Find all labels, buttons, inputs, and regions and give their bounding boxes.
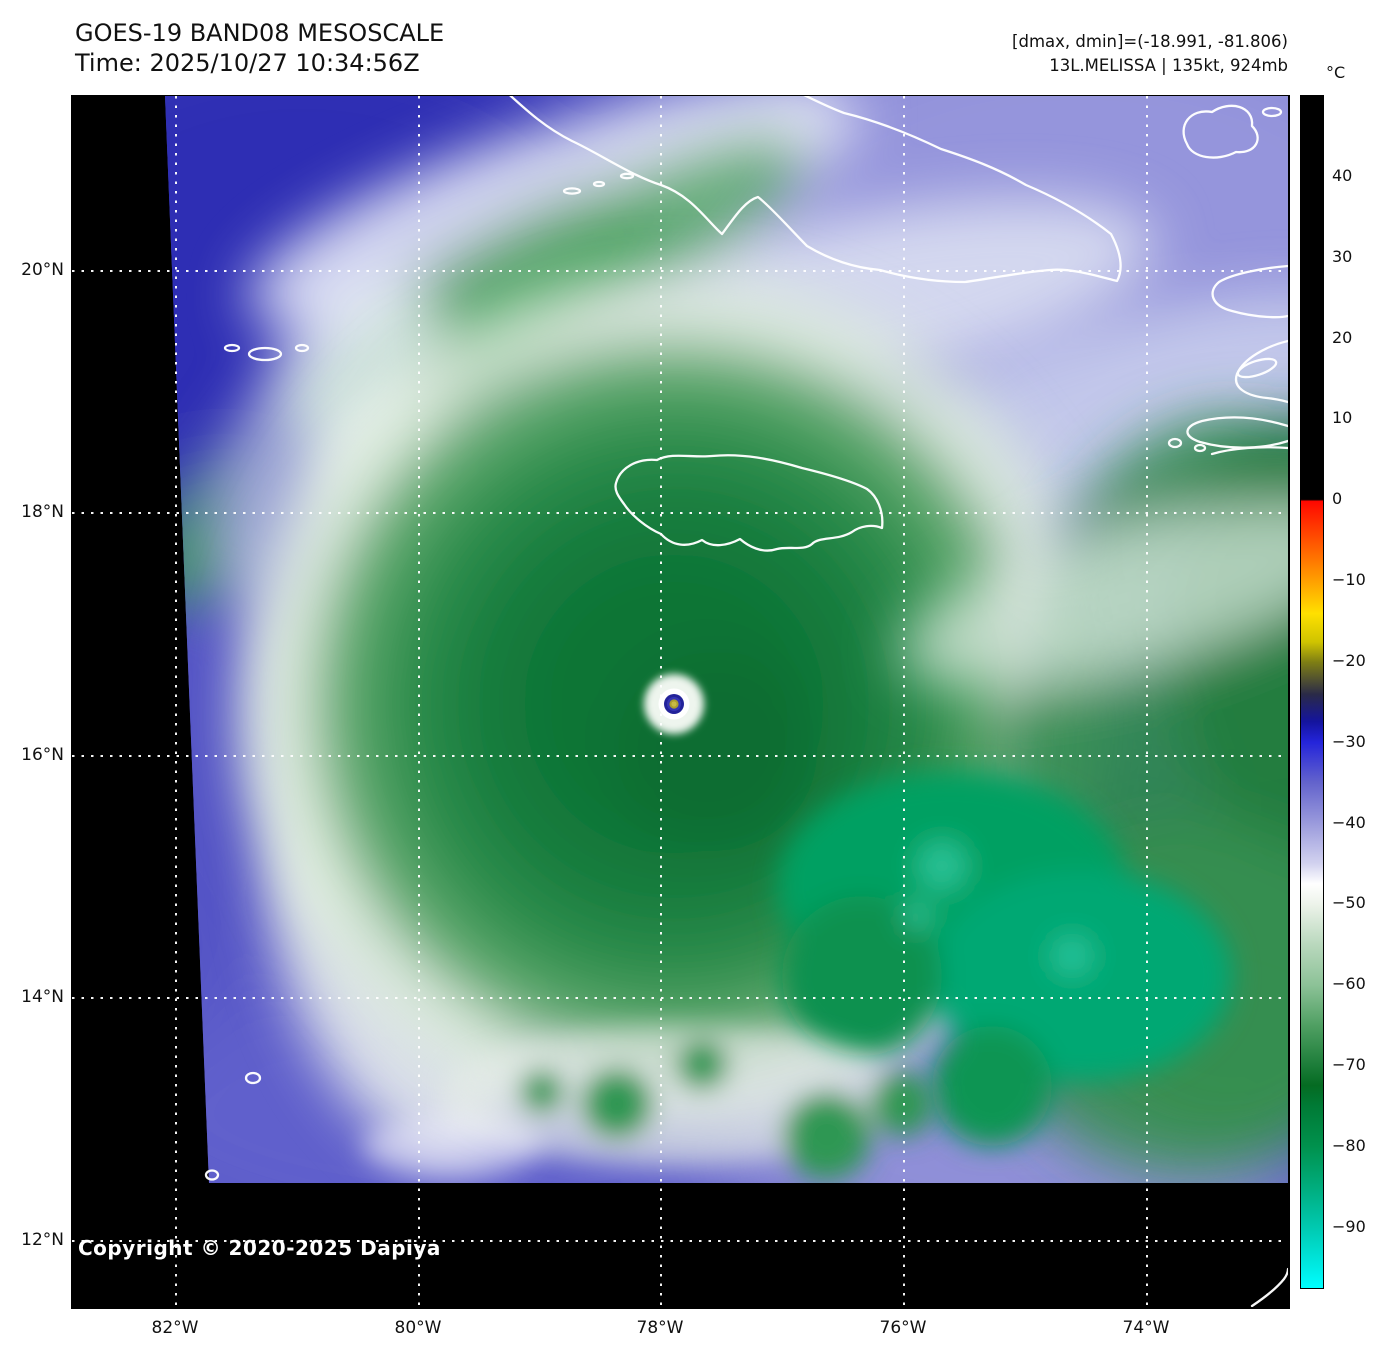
lat-label-14n: 14°N	[21, 987, 64, 1007]
cbar-tick-20: 20	[1332, 328, 1353, 347]
lat-label-18n: 18°N	[21, 502, 64, 522]
cbar-tick-m70: −70	[1332, 1055, 1366, 1074]
hurricane-eye	[644, 674, 704, 734]
timestamp: Time: 2025/10/27 10:34:56Z	[75, 49, 420, 77]
cbar-tick-m50: −50	[1332, 893, 1366, 912]
lat-label-12n: 12°N	[21, 1230, 64, 1250]
colorbar-unit-label: °C	[1326, 63, 1346, 82]
lat-label-20n: 20°N	[21, 260, 64, 280]
cbar-tick-m60: −60	[1332, 974, 1366, 993]
cbar-tick-30: 30	[1332, 247, 1353, 266]
lon-label-80w: 80°W	[394, 1318, 442, 1338]
page-title: GOES-19 BAND08 MESOSCALE	[75, 19, 445, 47]
cbar-tick-m30: −30	[1332, 732, 1366, 751]
graticule	[72, 96, 1288, 1307]
lon-label-74w: 74°W	[1122, 1318, 1170, 1338]
cbar-tick-m90: −90	[1332, 1217, 1366, 1236]
cbar-tick-0: 0	[1332, 489, 1343, 508]
satellite-image	[72, 96, 1288, 1307]
cbar-tick-40: 40	[1332, 166, 1353, 185]
cbar-tick-m20: −20	[1332, 651, 1366, 670]
cbar-tick-m40: −40	[1332, 813, 1366, 832]
lon-label-82w: 82°W	[151, 1318, 199, 1338]
cbar-tick-10: 10	[1332, 408, 1353, 427]
temperature-colorbar	[1300, 95, 1324, 1289]
coastlines	[204, 96, 1288, 1307]
lon-label-76w: 76°W	[879, 1318, 927, 1338]
lat-label-16n: 16°N	[21, 745, 64, 765]
cbar-tick-m10: −10	[1332, 570, 1366, 589]
storm-info-block: [dmax, dmin]=(-18.991, -81.806) 13L.MELI…	[1012, 30, 1288, 78]
dmax-dmin-readout: [dmax, dmin]=(-18.991, -81.806)	[1012, 32, 1288, 51]
copyright-text: Copyright © 2020-2025 Dapiya	[78, 1236, 441, 1260]
lon-label-78w: 78°W	[636, 1318, 684, 1338]
title-block: GOES-19 BAND08 MESOSCALE Time: 2025/10/2…	[75, 18, 444, 78]
storm-intensity-readout: 13L.MELISSA | 135kt, 924mb	[1049, 55, 1288, 75]
cbar-tick-m80: −80	[1332, 1136, 1366, 1155]
map-frame: Copyright © 2020-2025 Dapiya	[71, 95, 1290, 1309]
mesoscale-data-swath	[165, 96, 1288, 1183]
